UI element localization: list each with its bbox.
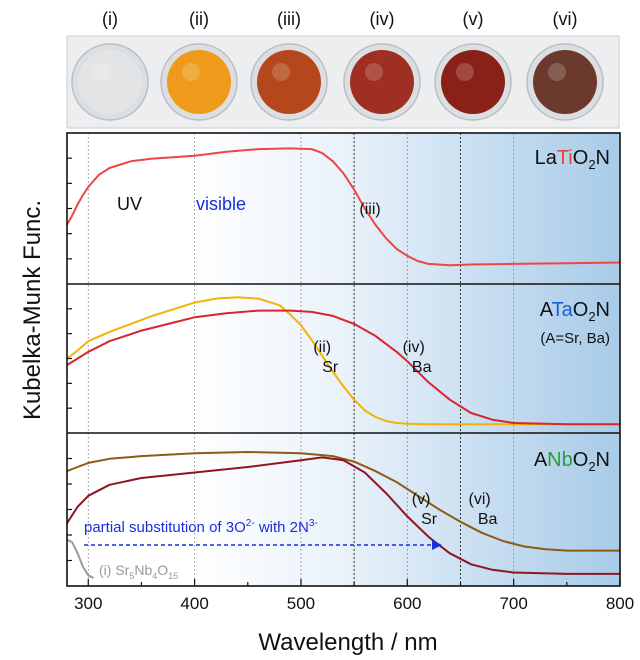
- y-axis-label: Kubelka-Munk Func.: [19, 200, 46, 420]
- sample-label: (vi): [553, 9, 578, 29]
- spectrum-line: [66, 456, 620, 575]
- vial-highlight: [182, 63, 200, 81]
- x-axis-label: Wavelength / nm: [258, 629, 437, 656]
- spectra-curves: [66, 147, 621, 579]
- x-tick-label: 600: [393, 594, 421, 613]
- curve-label: (v): [412, 491, 431, 508]
- sample-label: (ii): [189, 9, 209, 29]
- vial-powder: [78, 50, 142, 114]
- sample-photo-strip: (i) (ii) (iii) (iv) (v) (vi): [66, 9, 620, 129]
- curve-label: (ii): [313, 339, 331, 356]
- vial-highlight: [365, 63, 383, 81]
- vial-highlight: [93, 63, 111, 81]
- curve-label: (iv): [403, 339, 425, 356]
- substitution-label: partial substitution of 3O2- with 2N3-: [84, 518, 318, 536]
- vertical-gridlines: [87, 133, 515, 586]
- vial-highlight: [456, 63, 474, 81]
- sample-label: (i): [102, 9, 118, 29]
- sample-label: (v): [463, 9, 484, 29]
- spectrum-line: [66, 309, 620, 426]
- x-tick-label: 700: [499, 594, 527, 613]
- vial-powder: [533, 50, 597, 114]
- x-tick-label: 300: [74, 594, 102, 613]
- x-tick-label: 400: [180, 594, 208, 613]
- x-tick-label: 500: [287, 594, 315, 613]
- spectrum-line: [66, 147, 621, 267]
- curve-label: (iii): [359, 201, 380, 218]
- visible-region-label: visible: [196, 194, 246, 214]
- vial-powder: [441, 50, 505, 114]
- panel-title: LaTiO2N: [535, 147, 610, 172]
- curve-sublabel: Ba: [478, 511, 498, 528]
- sample-label: (iv): [370, 9, 395, 29]
- uv-region-label: UV: [117, 194, 142, 214]
- panel-title: ATaO2N: [540, 299, 610, 324]
- sample-label: (iii): [277, 9, 301, 29]
- vial-highlight: [272, 63, 290, 81]
- reference-compound-label: (i) Sr5Nb4O15: [99, 562, 178, 581]
- sample-labels: (i) (ii) (iii) (iv) (v) (vi): [102, 9, 578, 29]
- curve-sublabel: Ba: [412, 359, 432, 376]
- vial-powder: [350, 50, 414, 114]
- curve-sublabel: Sr: [421, 511, 438, 528]
- spectrum-line: [66, 296, 620, 426]
- vial-powder: [167, 50, 231, 114]
- panel-title: ANbO2N: [534, 449, 610, 474]
- plot-frame: [66, 132, 621, 587]
- panel-titles: LaTiO2N ATaO2N (A=Sr, Ba) ANbO2N: [534, 147, 610, 474]
- curve-sublabel: Sr: [322, 359, 339, 376]
- y-axis-minor-ticks: [67, 157, 72, 562]
- vial-powder: [257, 50, 321, 114]
- curve-annotations: (iii) (ii) Sr (iv) Ba (v) Sr (vi) Ba: [313, 201, 497, 528]
- spectrum-line: [66, 538, 95, 579]
- spectrum-line: [66, 451, 620, 552]
- curve-label: (vi): [469, 491, 491, 508]
- vial-highlight: [548, 63, 566, 81]
- x-tick-label: 800: [606, 594, 634, 613]
- panel-subtitle: (A=Sr, Ba): [540, 330, 610, 347]
- x-axis-ticks: 300 400 500 600 700 800: [74, 579, 634, 613]
- sample-vials: [71, 43, 604, 121]
